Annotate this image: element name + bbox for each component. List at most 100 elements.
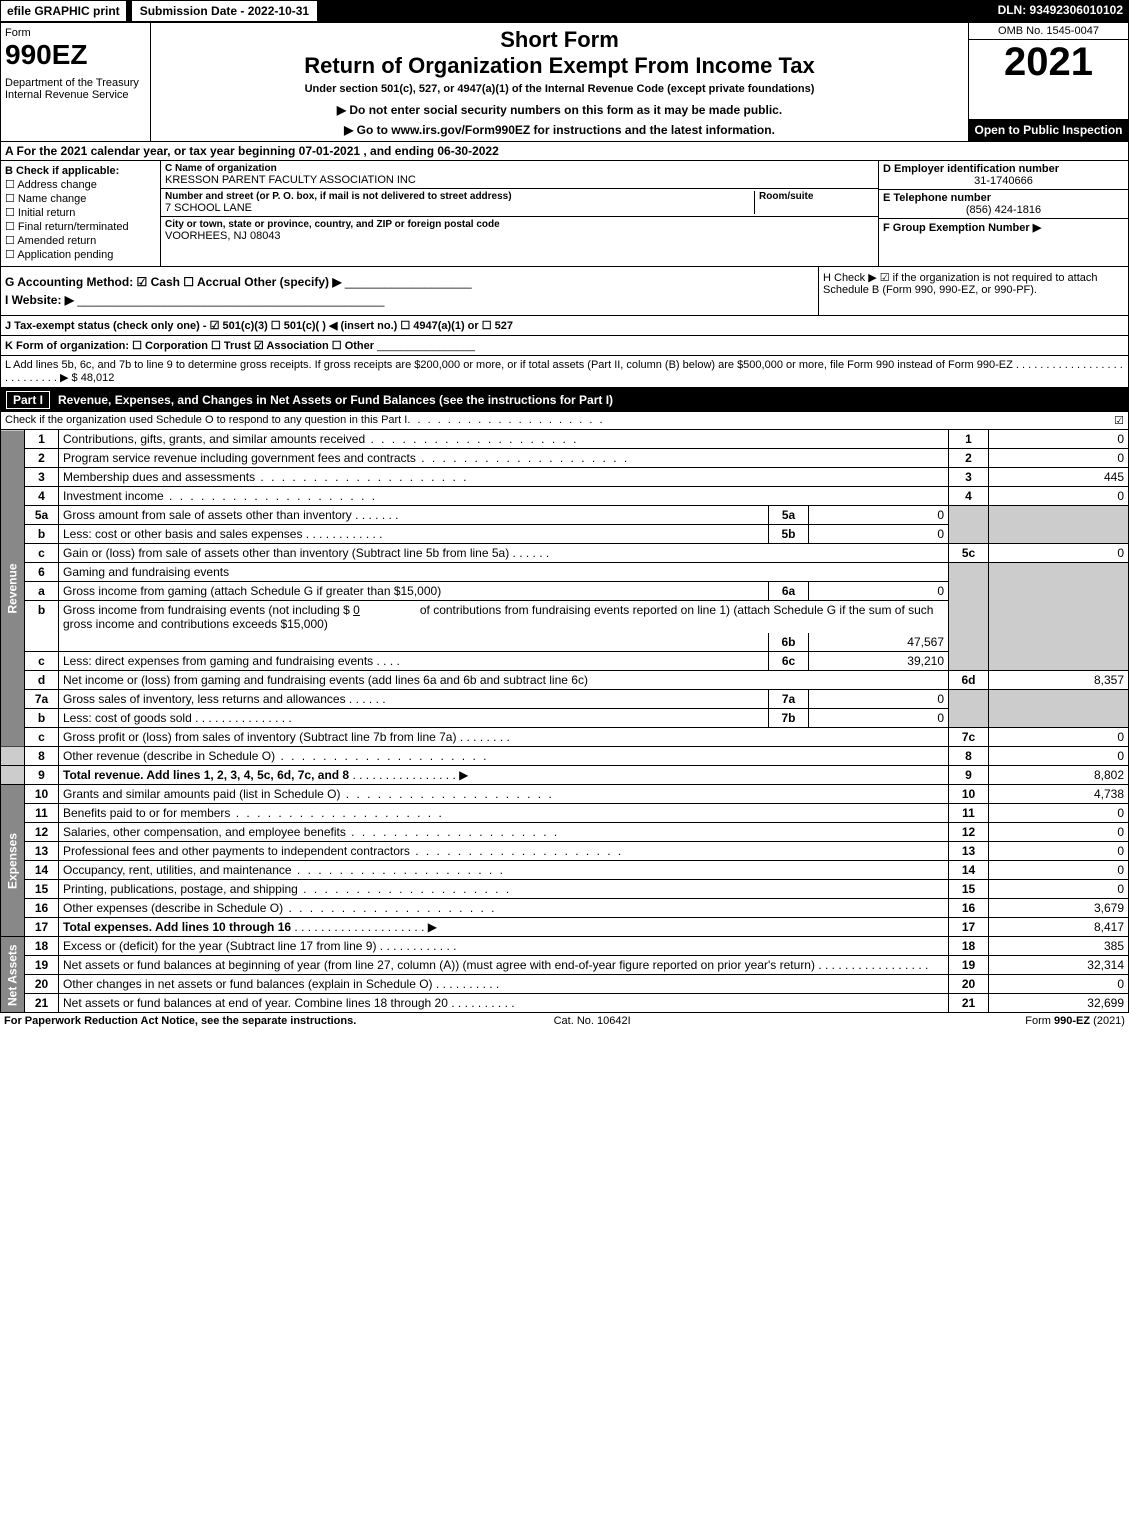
in-num: 7b	[769, 709, 809, 728]
line-num: 19	[25, 956, 59, 975]
line-val: 0	[989, 747, 1129, 766]
dots	[298, 882, 511, 896]
header-left: Form 990EZ Department of the Treasury In…	[1, 23, 151, 141]
line-num: a	[25, 582, 59, 601]
line-rnum: 21	[949, 994, 989, 1013]
line-val: 0	[989, 975, 1129, 994]
dept-treasury: Department of the Treasury Internal Reve…	[5, 77, 146, 101]
dots	[410, 844, 623, 858]
line-num: 8	[25, 747, 59, 766]
line-num: 2	[25, 449, 59, 468]
chk-label: Name change	[18, 193, 87, 205]
line-val: 0	[989, 842, 1129, 861]
schedule-o-checkbox[interactable]: ☑	[1114, 414, 1124, 427]
line-val: 385	[989, 937, 1129, 956]
row-L: L Add lines 5b, 6c, and 7b to line 9 to …	[0, 356, 1129, 388]
part-1-header: Part I Revenue, Expenses, and Changes in…	[0, 388, 1129, 412]
dots	[164, 489, 377, 503]
line-desc: Excess or (deficit) for the year (Subtra…	[59, 937, 949, 956]
row-K: K Form of organization: ☐ Corporation ☐ …	[0, 336, 1129, 356]
K-text: K Form of organization: ☐ Corporation ☐ …	[5, 340, 374, 352]
dots	[255, 470, 468, 484]
desc-text: Gain or (loss) from sale of assets other…	[63, 546, 509, 560]
line-rnum: 17	[949, 918, 989, 937]
chk-address-change[interactable]: ☐ Address change	[5, 178, 156, 191]
efile-print-button[interactable]: efile GRAPHIC print	[0, 0, 127, 22]
desc-text: Less: direct expenses from gaming and fu…	[63, 654, 373, 668]
line-desc: Net assets or fund balances at beginning…	[59, 956, 949, 975]
row-H: H Check ▶ ☑ if the organization is not r…	[818, 267, 1128, 315]
in-num: 7a	[769, 690, 809, 709]
line-desc: Occupancy, rent, utilities, and maintena…	[59, 861, 949, 880]
line-num: 11	[25, 804, 59, 823]
part-1-label: Part I	[6, 391, 50, 409]
shade-cell	[989, 506, 1129, 544]
header-mid: Short Form Return of Organization Exempt…	[151, 23, 968, 141]
ein-label: D Employer identification number	[883, 163, 1059, 175]
desc-text: Net assets or fund balances at end of ye…	[63, 996, 448, 1010]
ein-value: 31-1740666	[883, 175, 1124, 187]
desc-text: Other expenses (describe in Schedule O)	[63, 901, 283, 915]
desc-text: Gross income from fundraising events (no…	[63, 603, 350, 617]
line-rnum: 4	[949, 487, 989, 506]
dots	[283, 901, 496, 915]
line-val: 8,417	[989, 918, 1129, 937]
line-desc: Other expenses (describe in Schedule O)	[59, 899, 949, 918]
line-rnum: 10	[949, 785, 989, 804]
open-to-public: Open to Public Inspection	[969, 119, 1128, 141]
line-desc: Other revenue (describe in Schedule O)	[59, 747, 949, 766]
chk-label: Initial return	[18, 207, 75, 219]
street-label: Number and street (or P. O. box, if mail…	[165, 191, 754, 202]
footer: For Paperwork Reduction Act Notice, see …	[0, 1013, 1129, 1029]
submission-date: Submission Date - 2022-10-31	[131, 0, 318, 22]
goto-link[interactable]: ▶ Go to www.irs.gov/Form990EZ for instru…	[155, 123, 964, 137]
dots	[340, 787, 553, 801]
line-desc: Gross amount from sale of assets other t…	[59, 506, 769, 525]
line-rnum: 6d	[949, 671, 989, 690]
line-desc: Program service revenue including govern…	[59, 449, 949, 468]
desc-text: Benefits paid to or for members	[63, 806, 230, 820]
chk-final-return[interactable]: ☐ Final return/terminated	[5, 220, 156, 233]
B-title-text: B Check if applicable:	[5, 165, 119, 177]
line-num: 17	[25, 918, 59, 937]
line-num: b	[25, 709, 59, 728]
dots	[416, 451, 629, 465]
line-rnum: 12	[949, 823, 989, 842]
line-rnum: 14	[949, 861, 989, 880]
line-rnum: 13	[949, 842, 989, 861]
I-text: I Website: ▶	[5, 293, 74, 307]
desc-text: Salaries, other compensation, and employ…	[63, 825, 346, 839]
line-val: 0	[989, 728, 1129, 747]
tax-year: 2021	[969, 40, 1128, 119]
desc-text: Gross profit or (loss) from sales of inv…	[63, 730, 456, 744]
chk-application-pending[interactable]: ☐ Application pending	[5, 248, 156, 261]
in-num: 6a	[769, 582, 809, 601]
dots	[346, 825, 559, 839]
in-num: 5a	[769, 506, 809, 525]
section-BCDEF: B Check if applicable: ☐ Address change …	[0, 161, 1129, 267]
line-rnum: 19	[949, 956, 989, 975]
line-desc: Less: direct expenses from gaming and fu…	[59, 652, 769, 671]
chk-name-change[interactable]: ☐ Name change	[5, 192, 156, 205]
desc-text: Investment income	[63, 489, 164, 503]
in-val: 0	[809, 690, 949, 709]
street-value: 7 SCHOOL LANE	[165, 202, 754, 214]
org-name-label: C Name of organization	[165, 163, 874, 174]
col-C: C Name of organization KRESSON PARENT FA…	[161, 161, 878, 266]
chk-initial-return[interactable]: ☐ Initial return	[5, 206, 156, 219]
line-val: 0	[989, 861, 1129, 880]
line-desc: Gain or (loss) from sale of assets other…	[59, 544, 949, 563]
line-desc: Net assets or fund balances at end of ye…	[59, 994, 949, 1013]
line-num: 3	[25, 468, 59, 487]
shade-cell	[989, 563, 1129, 671]
line-val: 4,738	[989, 785, 1129, 804]
line-val: 32,699	[989, 994, 1129, 1013]
desc-text: Membership dues and assessments	[63, 470, 255, 484]
line-num: 14	[25, 861, 59, 880]
chk-amended-return[interactable]: ☐ Amended return	[5, 234, 156, 247]
in-val: 0	[809, 525, 949, 544]
org-name-value: KRESSON PARENT FACULTY ASSOCIATION INC	[165, 174, 874, 186]
line-desc: Gaming and fundraising events	[59, 563, 949, 582]
row-G: G Accounting Method: ☑ Cash ☐ Accrual Ot…	[5, 275, 814, 289]
line-rnum: 5c	[949, 544, 989, 563]
